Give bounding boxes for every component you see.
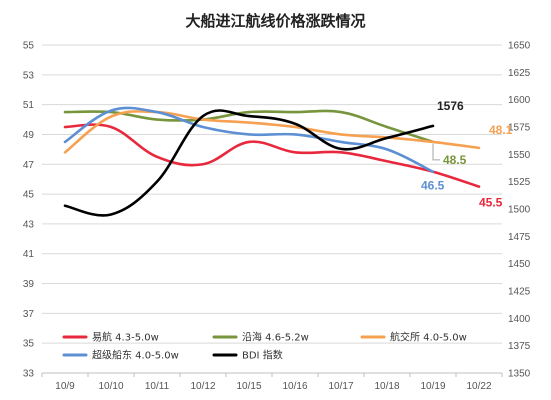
y-left-tick-label: 37 [23, 309, 35, 320]
y-right-tick-label: 1450 [508, 259, 531, 270]
legend-item: BDI 指数 [212, 349, 283, 362]
x-tick-label: 10/15 [236, 381, 261, 392]
data-label: 48.1 [489, 123, 513, 137]
legend-label: 易航 4.3-5.0w [92, 331, 159, 344]
legend-label: 超级船东 4.0-5.0w [92, 349, 179, 362]
x-tick-label: 10/16 [282, 381, 307, 392]
x-tick-label: 10/12 [190, 381, 215, 392]
legend-item: 沿海 4.6-5.2w [212, 331, 309, 344]
data-label: 46.5 [421, 179, 445, 193]
y-left-tick-label: 33 [23, 369, 35, 380]
y-right-tick-label: 1550 [508, 150, 531, 161]
legend: 易航 4.3-5.0w 沿海 4.6-5.2w 航交所 4.0-5.0w 超级船东 4… [62, 331, 467, 362]
x-tick-label: 10/10 [98, 381, 123, 392]
axes: 33 35 37 39 41 43 45 47 49 51 53 55 1350 1375 1400 1425… [23, 41, 531, 393]
data-label: 48.5 [443, 153, 467, 167]
y-right-tick-label: 1575 [508, 123, 531, 134]
series-line-2 [63, 110, 481, 154]
y-left-tick-label: 47 [23, 160, 35, 171]
x-tick-label: 10/22 [466, 381, 491, 392]
y-left-tick-label: 35 [23, 339, 35, 350]
legend-item: 易航 4.3-5.0w [62, 331, 159, 344]
y-left-tick-label: 39 [23, 279, 35, 290]
y-left-tick-label: 43 [23, 219, 35, 230]
y-left-tick-label: 45 [23, 190, 35, 201]
y-right-tick-label: 1500 [508, 205, 531, 216]
y-right-tick-label: 1425 [508, 287, 531, 298]
series-line-0 [63, 123, 481, 188]
series-line-1 [63, 109, 435, 144]
y-right-tick-label: 1625 [508, 68, 531, 79]
y-left-tick-label: 41 [23, 249, 35, 260]
legend-item: 航交所 4.0-5.0w [360, 331, 467, 344]
y-right-tick-label: 1400 [508, 314, 531, 325]
callout-leader [432, 143, 440, 161]
y-left-tick-label: 53 [23, 70, 35, 81]
y-right-tick-label: 1375 [508, 341, 531, 352]
y-left-tick-label: 51 [23, 100, 35, 111]
data-callouts: 1576 48.1 48.5 46.5 45.5 [421, 99, 513, 210]
x-tick-label: 10/11 [145, 381, 170, 392]
x-tick-label: 10/9 [55, 381, 75, 392]
y-right-tick-label: 1350 [508, 369, 531, 380]
series-line-3 [63, 106, 435, 174]
y-left-tick-label: 55 [23, 41, 35, 52]
data-label: 45.5 [479, 196, 503, 210]
gridlines [42, 44, 502, 374]
series-lines [63, 106, 481, 217]
legend-label: BDI 指数 [242, 349, 283, 362]
y-right-tick-label: 1525 [508, 177, 531, 188]
y-right-tick-label: 1475 [508, 232, 531, 243]
y-left-tick-label: 49 [23, 130, 35, 141]
x-tick-label: 10/17 [328, 381, 353, 392]
chart-title: 大船进江航线价格涨跌情况 [185, 12, 365, 30]
legend-label: 沿海 4.6-5.2w [242, 331, 309, 344]
legend-item: 超级船东 4.0-5.0w [62, 349, 179, 362]
series-line-4 [63, 109, 435, 217]
y-right-tick-label: 1600 [508, 95, 531, 106]
legend-label: 航交所 4.0-5.0w [390, 331, 467, 344]
x-tick-label: 10/19 [420, 381, 445, 392]
x-tick-label: 10/18 [374, 381, 399, 392]
data-label: 1576 [437, 99, 464, 113]
y-right-tick-label: 1650 [508, 41, 531, 52]
